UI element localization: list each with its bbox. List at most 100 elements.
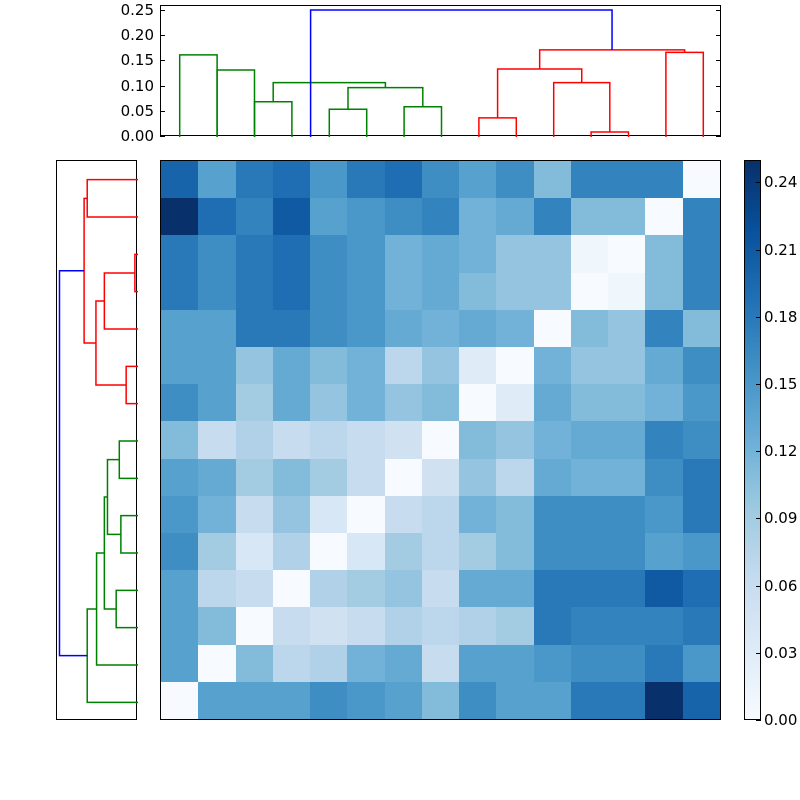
heatmap-cell	[608, 309, 646, 347]
top-dendrogram-tick-label: 0.15	[120, 51, 154, 70]
heatmap-cell	[198, 570, 236, 608]
heatmap-cell	[421, 198, 460, 236]
heatmap-cell	[272, 384, 311, 422]
heatmap-cell	[645, 607, 683, 645]
heatmap-cell	[608, 644, 646, 682]
heatmap-cell	[645, 309, 683, 347]
heatmap-cell	[161, 235, 199, 273]
heatmap-cell	[570, 347, 609, 385]
heatmap-cell	[496, 347, 534, 385]
heatmap-cell	[570, 533, 609, 571]
heatmap-cell	[496, 644, 534, 682]
heatmap-cell	[384, 198, 422, 236]
heatmap-cell	[272, 644, 311, 682]
heatmap-cell	[161, 644, 199, 682]
heatmap-cell	[496, 235, 534, 273]
heatmap-cell	[384, 644, 422, 682]
heatmap-cell	[533, 458, 571, 496]
heatmap-cell	[272, 570, 311, 608]
heatmap-cell	[645, 198, 683, 236]
heatmap-cell	[570, 681, 609, 719]
heatmap-cell	[645, 235, 683, 273]
colorbar-tick-label: 0.18	[764, 307, 798, 326]
heatmap-cell	[496, 495, 534, 533]
colorbar-tick-label: 0.21	[764, 240, 798, 259]
heatmap-cell	[421, 347, 460, 385]
heatmap-cell	[310, 570, 348, 608]
heatmap-cell	[310, 309, 348, 347]
heatmap-cell	[235, 644, 273, 682]
heatmap-cell	[421, 161, 460, 199]
top-dendrogram-lines	[178, 9, 705, 137]
heatmap-cell	[533, 384, 571, 422]
heatmap-cell	[421, 384, 460, 422]
heatmap-cell	[533, 347, 571, 385]
heatmap-cell	[235, 607, 273, 645]
heatmap-cell	[310, 384, 348, 422]
heatmap-cell	[459, 681, 497, 719]
heatmap-cell	[608, 421, 646, 459]
heatmap-cell	[608, 198, 646, 236]
heatmap-cell	[645, 495, 683, 533]
heatmap-cell	[235, 198, 273, 236]
heatmap-cell	[161, 161, 199, 199]
heatmap-cell	[608, 607, 646, 645]
heatmap-cell	[272, 235, 311, 273]
heatmap-cell	[570, 607, 609, 645]
heatmap-cell	[496, 161, 534, 199]
heatmap-cell	[421, 235, 460, 273]
heatmap-cell	[198, 309, 236, 347]
heatmap-cell	[682, 644, 720, 682]
heatmap-cell	[459, 309, 497, 347]
heatmap-cell	[682, 458, 720, 496]
heatmap-cell	[533, 607, 571, 645]
top-dendrogram	[160, 5, 721, 137]
heatmap-cell	[161, 198, 199, 236]
heatmap-cell	[198, 458, 236, 496]
heatmap-cell	[682, 495, 720, 533]
heatmap-cell	[198, 198, 236, 236]
top-dendrogram-tick-label: 0.10	[120, 76, 154, 95]
heatmap-cell	[459, 458, 497, 496]
heatmap-cell	[682, 161, 720, 199]
heatmap-cell	[310, 607, 348, 645]
heatmap-cell	[161, 570, 199, 608]
heatmap-cell	[384, 533, 422, 571]
heatmap-cell	[272, 681, 311, 719]
heatmap-cell	[235, 235, 273, 273]
heatmap-cell	[459, 198, 497, 236]
heatmap-cell	[310, 198, 348, 236]
heatmap-cell	[459, 644, 497, 682]
heatmap-cell	[421, 644, 460, 682]
colorbar-tick-label: 0.09	[764, 509, 798, 528]
heatmap-cell	[161, 421, 199, 459]
heatmap-cell	[421, 570, 460, 608]
heatmap-cell	[161, 347, 199, 385]
heatmap-cell	[310, 681, 348, 719]
heatmap-cell	[421, 421, 460, 459]
heatmap-cell	[347, 644, 385, 682]
heatmap-cell	[421, 272, 460, 310]
heatmap-cell	[198, 495, 236, 533]
heatmap-cell	[421, 607, 460, 645]
heatmap-cell	[682, 198, 720, 236]
heatmap-cell	[421, 309, 460, 347]
heatmap-cell	[608, 681, 646, 719]
heatmap-cell	[235, 421, 273, 459]
colorbar	[744, 160, 761, 720]
heatmap-cell	[459, 347, 497, 385]
heatmap-cell	[235, 161, 273, 199]
heatmap-cell	[310, 458, 348, 496]
heatmap-cell	[682, 347, 720, 385]
heatmap-cell	[347, 272, 385, 310]
heatmap-cell	[235, 309, 273, 347]
heatmap-cell	[198, 607, 236, 645]
heatmap-cell	[310, 644, 348, 682]
heatmap-cell	[570, 161, 609, 199]
heatmap-cell	[310, 533, 348, 571]
heatmap-cell	[161, 458, 199, 496]
heatmap-cell	[347, 533, 385, 571]
heatmap-cell	[608, 570, 646, 608]
heatmap-cell	[570, 309, 609, 347]
heatmap-cell	[570, 198, 609, 236]
